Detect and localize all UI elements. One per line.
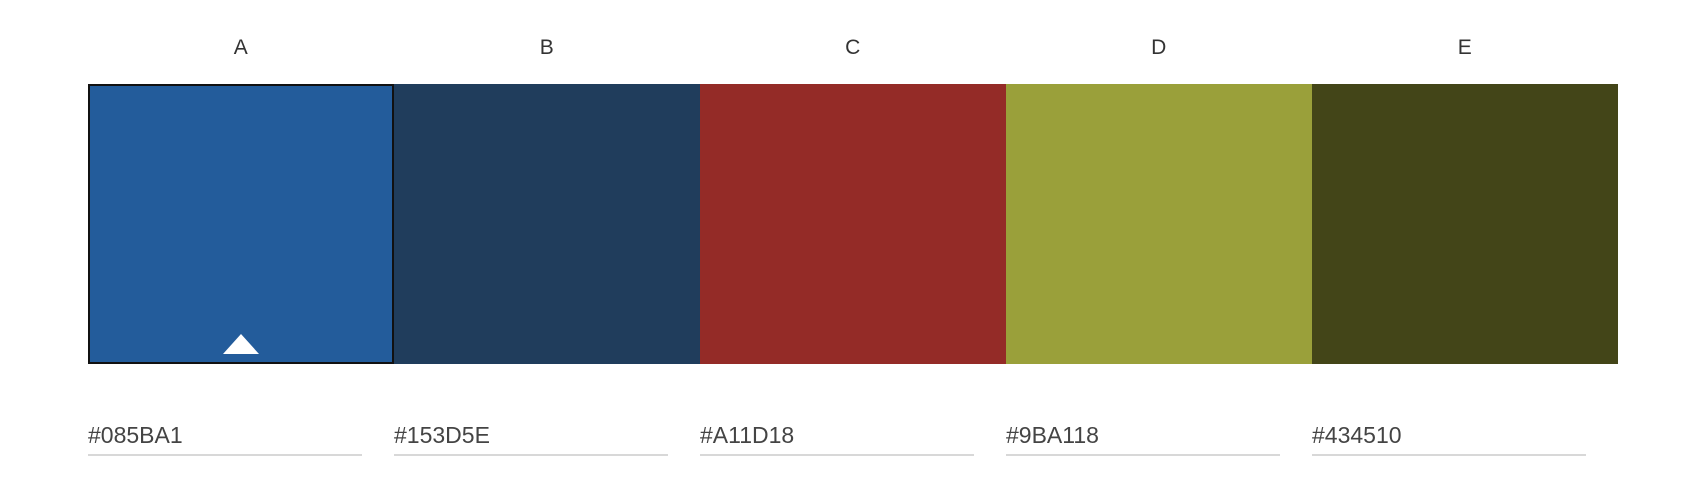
swatch-label: D	[1151, 36, 1167, 59]
swatch-label: A	[233, 36, 249, 59]
hex-input-e[interactable]	[1312, 416, 1586, 456]
hex-input-a[interactable]	[88, 416, 362, 456]
swatch-column-b: B	[394, 0, 700, 488]
color-swatch-d[interactable]	[1006, 84, 1312, 364]
swatch-label: E	[1457, 36, 1473, 59]
color-swatch-c[interactable]	[700, 84, 1006, 364]
hex-input-b[interactable]	[394, 416, 668, 456]
hex-input-c[interactable]	[700, 416, 974, 456]
swatch-column-e: E	[1312, 0, 1618, 488]
swatch-column-c: C	[700, 0, 1006, 488]
color-swatch-b[interactable]	[394, 84, 700, 364]
hex-input-d[interactable]	[1006, 416, 1280, 456]
swatch-column-a: A	[88, 0, 394, 488]
selected-triangle-icon	[223, 334, 259, 354]
color-palette: A B C D E	[88, 0, 1618, 488]
swatch-label: C	[845, 36, 861, 59]
swatch-label: B	[539, 36, 555, 59]
color-swatch-a[interactable]	[88, 84, 394, 364]
color-swatch-e[interactable]	[1312, 84, 1618, 364]
swatch-column-d: D	[1006, 0, 1312, 488]
